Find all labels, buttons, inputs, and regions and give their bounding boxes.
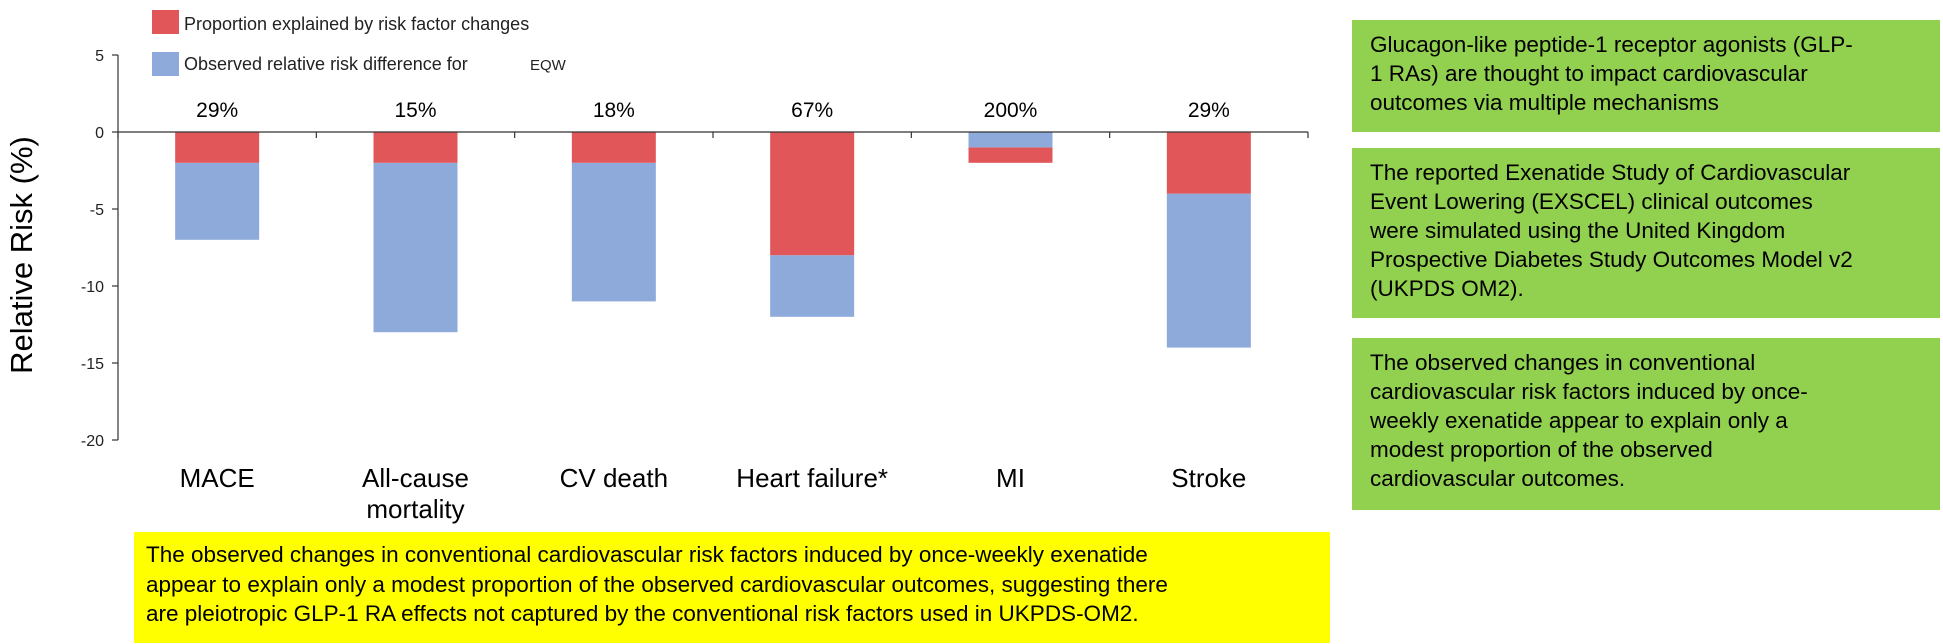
side-panel-risk-factor-conclusion: The observed changes in conventional card… [1352, 338, 1940, 510]
percent-label-2: 18% [593, 99, 635, 122]
category-label-2-0: CV death [560, 463, 668, 493]
side-panel-0-line-0: Glucagon-like peptide-1 receptor agonist… [1370, 32, 1853, 57]
bar-explained-0 [175, 132, 260, 163]
y-tick-label-4: -15 [81, 356, 104, 373]
bar-explained-5 [1166, 132, 1251, 194]
side-panel-1-line-3: Prospective Diabetes Study Outcomes Mode… [1370, 247, 1853, 272]
legend-label-observed: Observed relative risk difference for [184, 54, 468, 74]
percent-label-4: 200% [984, 99, 1038, 122]
legend-label-observed-suffix: EQW [530, 57, 567, 74]
percent-label-3: 67% [791, 99, 833, 122]
relative-risk-bar-chart: Proportion explained by risk factor chan… [81, 10, 1309, 524]
side-panel-2-line-1: cardiovascular risk factors induced by o… [1370, 379, 1808, 404]
side-panel-exscel-simulation: The reported Exenatide Study of Cardiova… [1352, 148, 1940, 318]
category-label-1-1: mortality [366, 494, 464, 524]
percent-label-5: 29% [1188, 99, 1230, 122]
bar-observed-0 [175, 162, 260, 240]
bar-observed-2 [571, 162, 656, 302]
legend-swatch-explained [152, 10, 179, 34]
side-panel-1-line-2: were simulated using the United Kingdom [1370, 218, 1786, 243]
bar-explained-4 [968, 147, 1053, 163]
side-panel-2-line-0: The observed changes in conventional [1370, 350, 1756, 375]
category-label-1-0: All-cause [362, 463, 469, 493]
chart-bars [175, 132, 1251, 348]
bar-explained-2 [571, 132, 656, 163]
side-panel-1-line-1: Event Lowering (EXSCEL) clinical outcome… [1370, 189, 1813, 214]
y-tick-label-5: -20 [81, 433, 104, 450]
side-panel-0-line-1: 1 RAs) are thought to impact cardiovascu… [1370, 61, 1808, 86]
percent-label-1: 15% [394, 99, 436, 122]
bar-observed-5 [1166, 193, 1251, 348]
legend-label-explained: Proportion explained by risk factor chan… [184, 14, 529, 34]
side-panel-1-line-4: (UKPDS OM2). [1370, 276, 1524, 301]
bar-explained-1 [373, 132, 458, 163]
conclusion-line-2: are pleiotropic GLP-1 RA effects not cap… [146, 601, 1139, 626]
category-label-5-0: Stroke [1171, 463, 1246, 493]
y-axis-title-container: Relative Risk (%) [2, 80, 42, 430]
side-panel-2-line-4: cardiovascular outcomes. [1370, 466, 1626, 491]
y-tick-label-3: -10 [81, 279, 104, 296]
bar-observed-4 [968, 132, 1053, 148]
y-axis-title: Relative Risk (%) [4, 136, 39, 374]
side-panel-0-line-2: outcomes via multiple mechanisms [1370, 90, 1719, 115]
y-tick-label-2: -5 [90, 202, 104, 219]
conclusion-highlight-box: The observed changes in conventional car… [134, 532, 1330, 643]
y-tick-label-1: 0 [95, 125, 104, 142]
category-label-4-0: MI [996, 463, 1025, 493]
conclusion-line-0: The observed changes in conventional car… [146, 542, 1148, 567]
conclusion-line-1: appear to explain only a modest proporti… [146, 571, 1168, 597]
bar-explained-3 [770, 132, 855, 256]
side-panel-2-line-2: weekly exenatide appear to explain only … [1370, 408, 1788, 433]
side-panel-1-line-0: The reported Exenatide Study of Cardiova… [1370, 160, 1851, 185]
chart-axes: 5 0 -5 -10 -15 -20 [81, 48, 1309, 450]
side-panel-2-line-3: modest proportion of the observed [1370, 437, 1713, 462]
side-panel-glp1-mechanisms: Glucagon-like peptide-1 receptor agonist… [1352, 20, 1940, 132]
bar-observed-1 [373, 162, 458, 333]
percent-label-0: 29% [196, 99, 238, 122]
bar-observed-3 [770, 255, 855, 317]
category-label-0-0: MACE [180, 463, 255, 493]
chart-legend: Proportion explained by risk factor chan… [152, 10, 567, 76]
legend-swatch-observed [152, 52, 179, 76]
y-tick-label-0: 5 [95, 48, 104, 65]
category-label-3-0: Heart failure* [736, 463, 888, 493]
